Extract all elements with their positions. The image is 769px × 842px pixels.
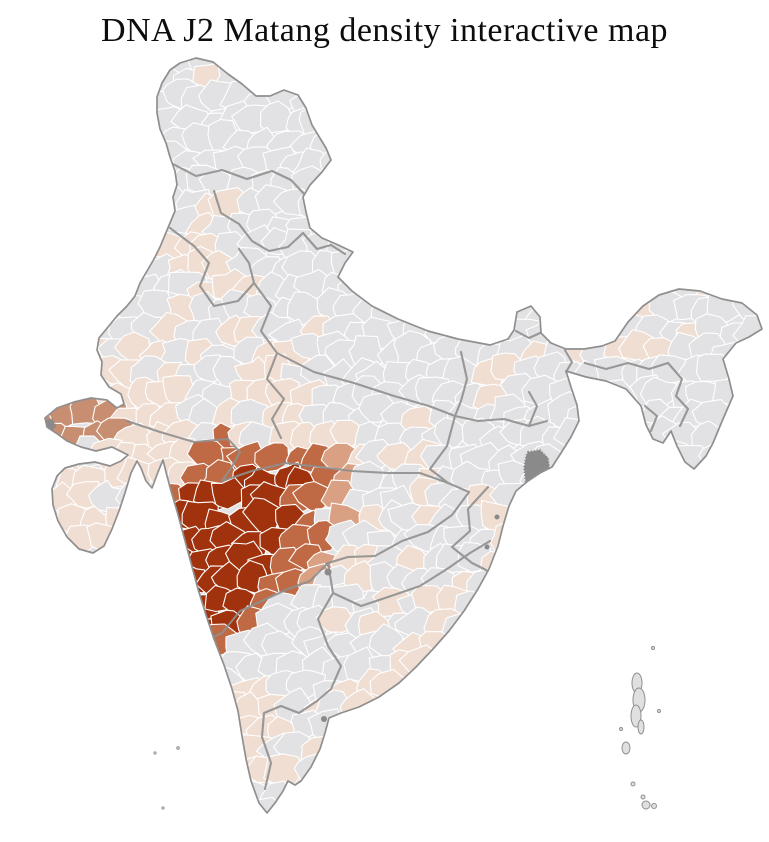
andaman-island[interactable] bbox=[651, 803, 657, 809]
no-data-sundarbans[interactable] bbox=[522, 448, 552, 494]
district-cell[interactable] bbox=[210, 476, 252, 510]
map-title: DNA J2 Matang density interactive map bbox=[100, 12, 669, 49]
state-border-sikkim-wb bbox=[514, 329, 542, 340]
state-border-kerala-tamilnadu bbox=[260, 704, 301, 791]
city-district-coast-dot-vizag[interactable] bbox=[484, 544, 490, 550]
andaman-island[interactable] bbox=[641, 800, 651, 810]
state-border-up-bihar bbox=[453, 350, 469, 418]
state-borders-layer bbox=[125, 161, 690, 791]
state-border-mp-chhattisgarh bbox=[428, 414, 457, 485]
state-border-karnataka-east bbox=[297, 561, 343, 715]
andaman-island[interactable] bbox=[657, 709, 661, 713]
district-cell[interactable] bbox=[105, 506, 139, 541]
islands-layer bbox=[153, 646, 661, 810]
state-border-assam-nagaland-manipur bbox=[666, 361, 690, 428]
state-border-telangana-andhra bbox=[331, 539, 492, 608]
state-border-assam-meghalaya bbox=[583, 361, 670, 371]
lakshadweep-island[interactable] bbox=[176, 746, 180, 750]
state-border-himachal-uttarakhand bbox=[301, 231, 347, 256]
andaman-island[interactable] bbox=[640, 794, 646, 800]
state-border-bihar-jharkhand bbox=[453, 414, 549, 428]
state-border-jk-himachal bbox=[169, 161, 308, 198]
state-border-jharkhand-wb bbox=[527, 390, 539, 428]
state-border-gujarat-maharashtra bbox=[220, 437, 242, 483]
city-district-hyderabad[interactable] bbox=[324, 568, 332, 576]
state-border-rajasthan-gujarat bbox=[125, 419, 230, 444]
state-border-odisha-west-border bbox=[450, 485, 490, 573]
district-cell[interactable] bbox=[489, 522, 526, 555]
state-border-punjab-haryana bbox=[168, 226, 256, 308]
state-border-wb-assam-corridor bbox=[563, 348, 574, 374]
andaman-island[interactable] bbox=[619, 727, 623, 731]
state-border-himachal-punjab bbox=[212, 189, 305, 253]
andaman-island[interactable] bbox=[630, 704, 642, 728]
city-district-coast-dot-odisha[interactable] bbox=[494, 514, 500, 520]
district-cell[interactable] bbox=[231, 104, 269, 135]
lakshadweep-island[interactable] bbox=[153, 751, 157, 755]
state-border-up-mp bbox=[275, 351, 457, 418]
state-border-tripura-mizoram bbox=[643, 404, 659, 433]
city-district-chennai[interactable] bbox=[321, 716, 327, 722]
andaman-island[interactable] bbox=[637, 719, 645, 735]
lakshadweep-island[interactable] bbox=[161, 806, 165, 810]
andaman-island[interactable] bbox=[621, 741, 631, 755]
india-outline bbox=[44, 57, 763, 814]
district-cell[interactable] bbox=[479, 550, 522, 584]
andaman-island[interactable] bbox=[651, 646, 655, 650]
state-border-maharashtra-south bbox=[190, 490, 471, 643]
state-border-rajasthan-east bbox=[252, 281, 286, 440]
andaman-island[interactable] bbox=[630, 781, 636, 787]
state-border-mp-maharashtra bbox=[220, 461, 471, 494]
city-district-mumbai[interactable] bbox=[161, 522, 165, 536]
